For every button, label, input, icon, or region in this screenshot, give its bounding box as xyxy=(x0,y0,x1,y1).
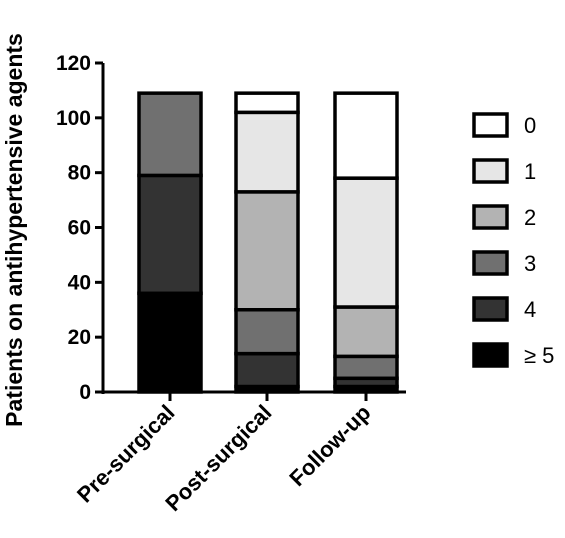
legend-swatch xyxy=(472,204,509,230)
y-tick-label: 100 xyxy=(56,107,91,130)
bar-segment xyxy=(234,308,300,356)
y-tick-label: 20 xyxy=(68,326,91,349)
legend-label: 3 xyxy=(524,251,536,276)
legend-label: ≥ 5 xyxy=(524,343,554,368)
bar-segment xyxy=(137,291,203,394)
y-axis-label: Patients on antihypertensive agents xyxy=(1,33,27,427)
y-tick-label: 80 xyxy=(68,162,91,185)
y-tick-label: 40 xyxy=(68,271,91,294)
bar-segment xyxy=(234,110,300,194)
legend-swatch xyxy=(472,158,509,184)
legend: 0 1 2 3 4 ≥ 5 xyxy=(472,112,554,368)
bar-segment xyxy=(333,354,399,381)
bar-segment xyxy=(333,91,399,180)
x-tick-label: Pre-surgical xyxy=(72,400,180,508)
legend-swatch xyxy=(472,296,509,322)
y-tick-label: 60 xyxy=(68,217,91,240)
bars xyxy=(137,91,399,394)
legend-swatch xyxy=(472,250,509,276)
legend-label: 2 xyxy=(524,205,536,230)
bar-segment xyxy=(333,305,399,359)
bar-segment xyxy=(234,351,300,389)
legend-label: 0 xyxy=(524,113,536,138)
y-tick-label: 0 xyxy=(79,381,91,404)
bar-segment xyxy=(137,91,203,178)
x-tick-label: Follow-up xyxy=(284,400,375,491)
bar-segment xyxy=(137,173,203,296)
bar-segment xyxy=(333,176,399,309)
bar-segment xyxy=(234,190,300,312)
legend-label: 1 xyxy=(524,159,536,184)
legend-label: 4 xyxy=(524,297,536,322)
bar-segment xyxy=(234,91,300,115)
y-tick-label: 120 xyxy=(56,52,91,75)
legend-swatch xyxy=(472,342,509,368)
legend-swatch xyxy=(472,112,509,138)
